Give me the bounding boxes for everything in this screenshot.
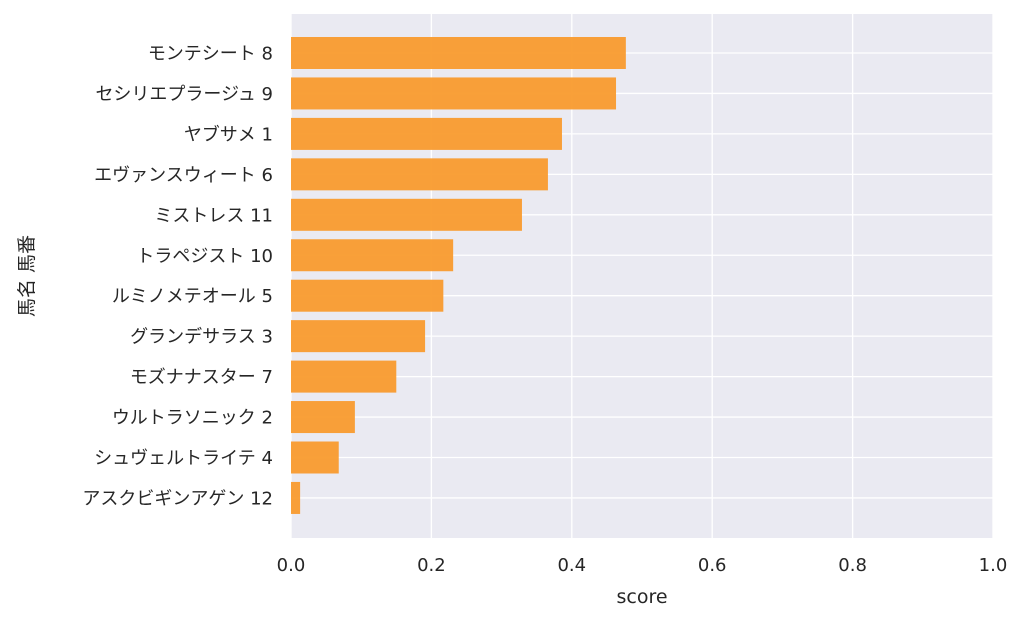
bar	[291, 77, 617, 110]
x-tick-label: 1.0	[979, 555, 1008, 576]
bar	[291, 360, 397, 393]
bar	[291, 481, 301, 514]
bar	[291, 441, 339, 474]
y-tick-label: ルミノメテオール 5	[112, 286, 273, 307]
x-tick-label: 0.4	[557, 555, 586, 576]
y-axis-label: 馬名 馬番	[16, 235, 38, 317]
y-tick-label: エヴァンスウィート 6	[94, 165, 273, 186]
y-tick-label: アスクビギンアゲン 12	[82, 488, 273, 509]
y-tick-label: トラペジスト 10	[136, 246, 273, 267]
y-tick-label: シュヴェルトライテ 4	[94, 448, 273, 469]
x-tick-label: 0.6	[698, 555, 727, 576]
bar	[291, 320, 426, 353]
bar	[291, 117, 562, 150]
bar	[291, 37, 626, 69]
y-tick-label: グランデサラス 3	[130, 327, 273, 348]
y-tick-label: モンテシート 8	[148, 44, 273, 65]
y-tick-label: ウルトラソニック 2	[112, 408, 273, 429]
x-tick-label: 0.2	[417, 555, 446, 576]
y-tick-label: セシリエプラージュ 9	[95, 84, 273, 105]
bar	[291, 239, 454, 272]
x-axis-label: score	[616, 586, 667, 608]
x-tick-label: 0.8	[838, 555, 867, 576]
bar	[291, 401, 355, 434]
y-tick-label: モズナナスター 7	[130, 367, 273, 388]
y-tick-label: ヤブサメ 1	[184, 123, 273, 145]
bar	[291, 158, 548, 191]
y-tick-label: ミストレス 11	[154, 205, 273, 226]
bar	[291, 279, 444, 312]
bar	[291, 198, 522, 231]
x-tick-label: 0.0	[277, 555, 306, 576]
